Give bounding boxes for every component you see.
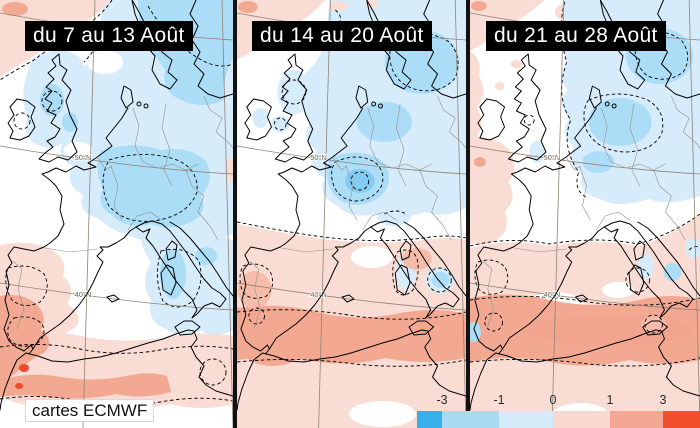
anomaly-colorbar: -3 -1 0 1 3 xyxy=(417,392,700,428)
colorbar-segment xyxy=(417,411,442,428)
map-panel-week2 xyxy=(237,0,466,428)
colorbar-segment xyxy=(442,411,499,428)
colorbar-segment xyxy=(610,411,663,428)
map-panel-week3 xyxy=(470,0,700,428)
anomaly-shading-week2 xyxy=(237,0,466,428)
colorbar-tick: 1 xyxy=(606,393,614,407)
colorbar-segment xyxy=(553,411,610,428)
colorbar-tick: 3 xyxy=(659,393,667,407)
colorbar-segment xyxy=(499,411,553,428)
colorbar-scale xyxy=(417,411,700,428)
colorbar-tick: -1 xyxy=(493,393,505,407)
colorbar-segment xyxy=(663,411,700,428)
week3-title: du 21 au 28 Août xyxy=(486,21,666,51)
week1-title: du 7 au 13 Août xyxy=(25,21,193,51)
credit-label: cartes ECMWF xyxy=(25,399,155,422)
week2-title: du 14 au 20 Août xyxy=(252,21,432,51)
colorbar-tick: -3 xyxy=(436,393,448,407)
anomaly-contours-week2 xyxy=(237,9,466,367)
colorbar-tick: 0 xyxy=(549,393,557,407)
panel-separator xyxy=(233,0,237,428)
anomaly-contours-week3 xyxy=(470,1,700,367)
map-panel-week1 xyxy=(0,0,233,428)
panel-separator xyxy=(466,0,470,428)
colorbar-ticks: -3 -1 0 1 3 xyxy=(417,392,700,410)
